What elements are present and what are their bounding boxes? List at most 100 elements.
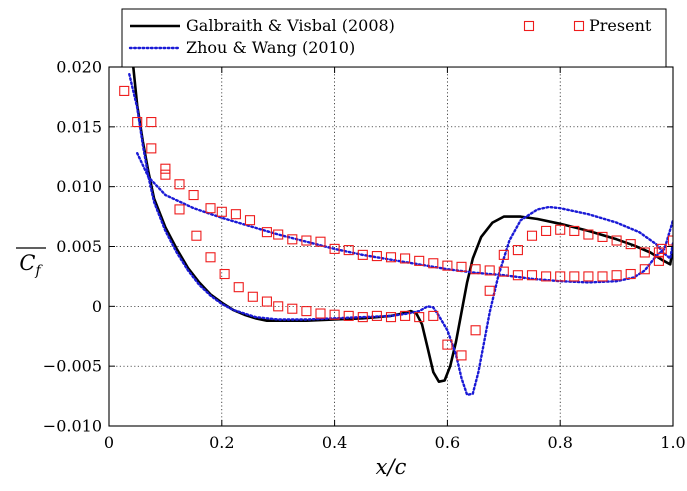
present-marker-20 [273, 229, 284, 240]
present-marker-30 [343, 245, 354, 256]
y-tick-label-3: 0.005 [56, 237, 102, 256]
present-marker-28 [329, 243, 340, 254]
y-tick-label-4: 0.010 [56, 177, 102, 196]
present-marker-21 [273, 301, 284, 312]
present-marker-13 [219, 268, 230, 280]
x-tick-label-1: 0.2 [209, 433, 234, 452]
present-marker-47 [456, 350, 467, 361]
grid-lines [109, 67, 673, 426]
present-marker-56 [526, 270, 538, 281]
legend-label-galbraith-visbal: Galbraith & Visbal (2008) [186, 16, 395, 35]
present-marker-16 [244, 215, 256, 226]
y-axis-title: Cf [19, 251, 43, 279]
galbraith-visbal-line-0 [132, 67, 673, 383]
present-marker-3 [146, 143, 157, 154]
present-marker-11 [205, 252, 216, 263]
present-marker-33 [357, 312, 368, 323]
present-marker-31 [343, 310, 354, 321]
y-tick-label-2: 0 [92, 297, 102, 316]
present-marker-62 [569, 271, 580, 282]
present-marker-70 [625, 268, 636, 280]
present-marker-76 [656, 243, 667, 254]
tick-labels: 0 0.2 0.4 0.6 0.8 1.0 −0.010 −0.005 0 0.005 0.010 0… [43, 58, 686, 453]
present-marker-52 [498, 266, 509, 277]
present-marker-39 [400, 310, 411, 321]
present-marker-72 [639, 264, 650, 275]
present-marker-4 [160, 163, 171, 174]
x-tick-label-3: 0.6 [435, 433, 460, 452]
present-marker-17 [247, 291, 258, 302]
y-tick-label-0: −0.010 [43, 417, 102, 436]
present-marker-44 [442, 260, 453, 271]
present-marker-5 [160, 169, 171, 180]
present-marker-43 [428, 310, 439, 321]
x-axis-title: x/c [376, 455, 407, 479]
present-marker-64 [583, 271, 594, 282]
present-marker-32 [357, 249, 368, 260]
present-marker-66 [597, 271, 608, 282]
present-marker-0 [119, 85, 130, 96]
present-marker-27 [315, 308, 326, 319]
present-marker-59 [541, 225, 552, 236]
present-marker-42 [428, 258, 439, 269]
present-marker-12 [216, 206, 227, 217]
x-tick-label-4: 0.8 [547, 433, 572, 452]
present-marker-65 [583, 229, 594, 240]
zhou-wang-line-0 [128, 73, 673, 397]
legend-swatch-present-right [573, 20, 585, 32]
present-marker-6 [174, 179, 185, 190]
present-marker-26 [315, 236, 326, 247]
x-tick-label-2: 0.4 [322, 433, 347, 452]
present-marker-53 [498, 249, 509, 260]
present-marker-48 [470, 264, 481, 275]
present-marker-40 [414, 255, 425, 266]
present-marker-46 [456, 261, 467, 272]
present-marker-2 [146, 116, 157, 128]
present-marker-18 [261, 227, 272, 238]
present-marker-41 [414, 312, 425, 323]
present-marker-54 [512, 270, 523, 281]
present-marker-24 [301, 235, 312, 246]
present-marker-57 [526, 230, 538, 241]
series-layer [119, 67, 673, 397]
y-tick-label-1: −0.005 [43, 357, 102, 376]
present-marker-55 [512, 245, 523, 256]
present-marker-38 [400, 253, 411, 264]
present-marker-9 [191, 230, 202, 241]
present-marker-75 [653, 247, 664, 258]
present-marker-45 [442, 339, 453, 350]
present-marker-63 [569, 225, 580, 236]
present-marker-29 [329, 309, 340, 320]
present-marker-60 [555, 271, 566, 282]
present-marker-49 [470, 325, 481, 336]
legend-box [121, 8, 667, 68]
present-marker-7 [174, 204, 185, 215]
y-tick-label-5: 0.015 [56, 117, 102, 136]
x-tick-label-5: 1.0 [660, 433, 685, 452]
present-marker-10 [205, 203, 216, 214]
present-marker-61 [555, 224, 566, 235]
present-marker-68 [611, 270, 622, 281]
present-marker-1 [132, 116, 143, 128]
y-tick-label-6: 0.020 [56, 58, 102, 77]
x-tick-label-0: 0 [104, 433, 114, 452]
legend-swatch-present-left [523, 20, 535, 32]
legend-label-zhou-wang: Zhou & Wang (2010) [186, 38, 355, 57]
legend: Galbraith & Visbal (2008) Zhou & Wang (20… [121, 8, 667, 68]
present-marker-73 [639, 247, 650, 258]
present-marker-37 [385, 312, 397, 323]
present-marker-8 [188, 189, 199, 201]
present-marker-22 [287, 234, 298, 245]
present-marker-77 [667, 235, 673, 246]
present-marker-15 [233, 282, 244, 293]
present-marker-67 [597, 231, 608, 242]
legend-label-present: Present [589, 16, 652, 35]
present-marker-23 [287, 303, 298, 314]
present-marker-25 [301, 306, 312, 317]
present-marker-14 [230, 209, 241, 220]
present-marker-51 [484, 285, 495, 296]
present-marker-34 [371, 251, 382, 262]
present-marker-69 [611, 235, 622, 246]
present-marker-19 [261, 296, 272, 307]
